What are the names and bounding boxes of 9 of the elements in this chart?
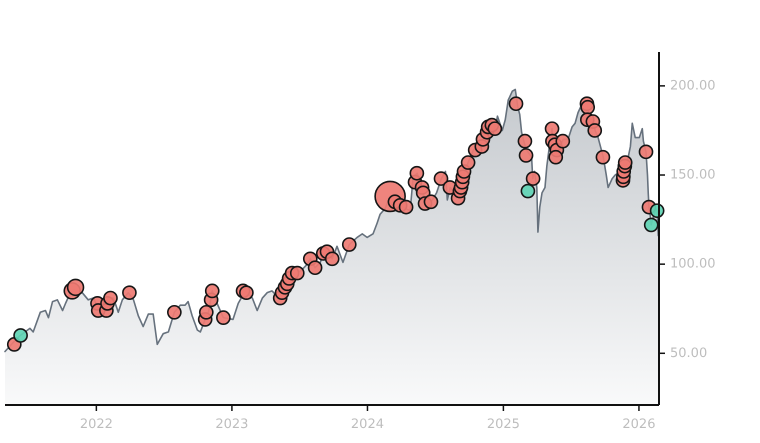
x-tick-label: 2025: [486, 417, 520, 432]
x-tick-label: 2024: [350, 417, 384, 432]
x-tick-label: 2026: [622, 417, 656, 432]
y-tick-label: 50.00: [670, 346, 708, 361]
x-tick-label: 2022: [80, 417, 113, 432]
y-tick-label: 100.00: [670, 256, 716, 272]
x-tick-label: 2023: [215, 417, 248, 432]
y-tick-label: 200.00: [670, 78, 716, 94]
y-tick-label: 150.00: [670, 168, 716, 183]
